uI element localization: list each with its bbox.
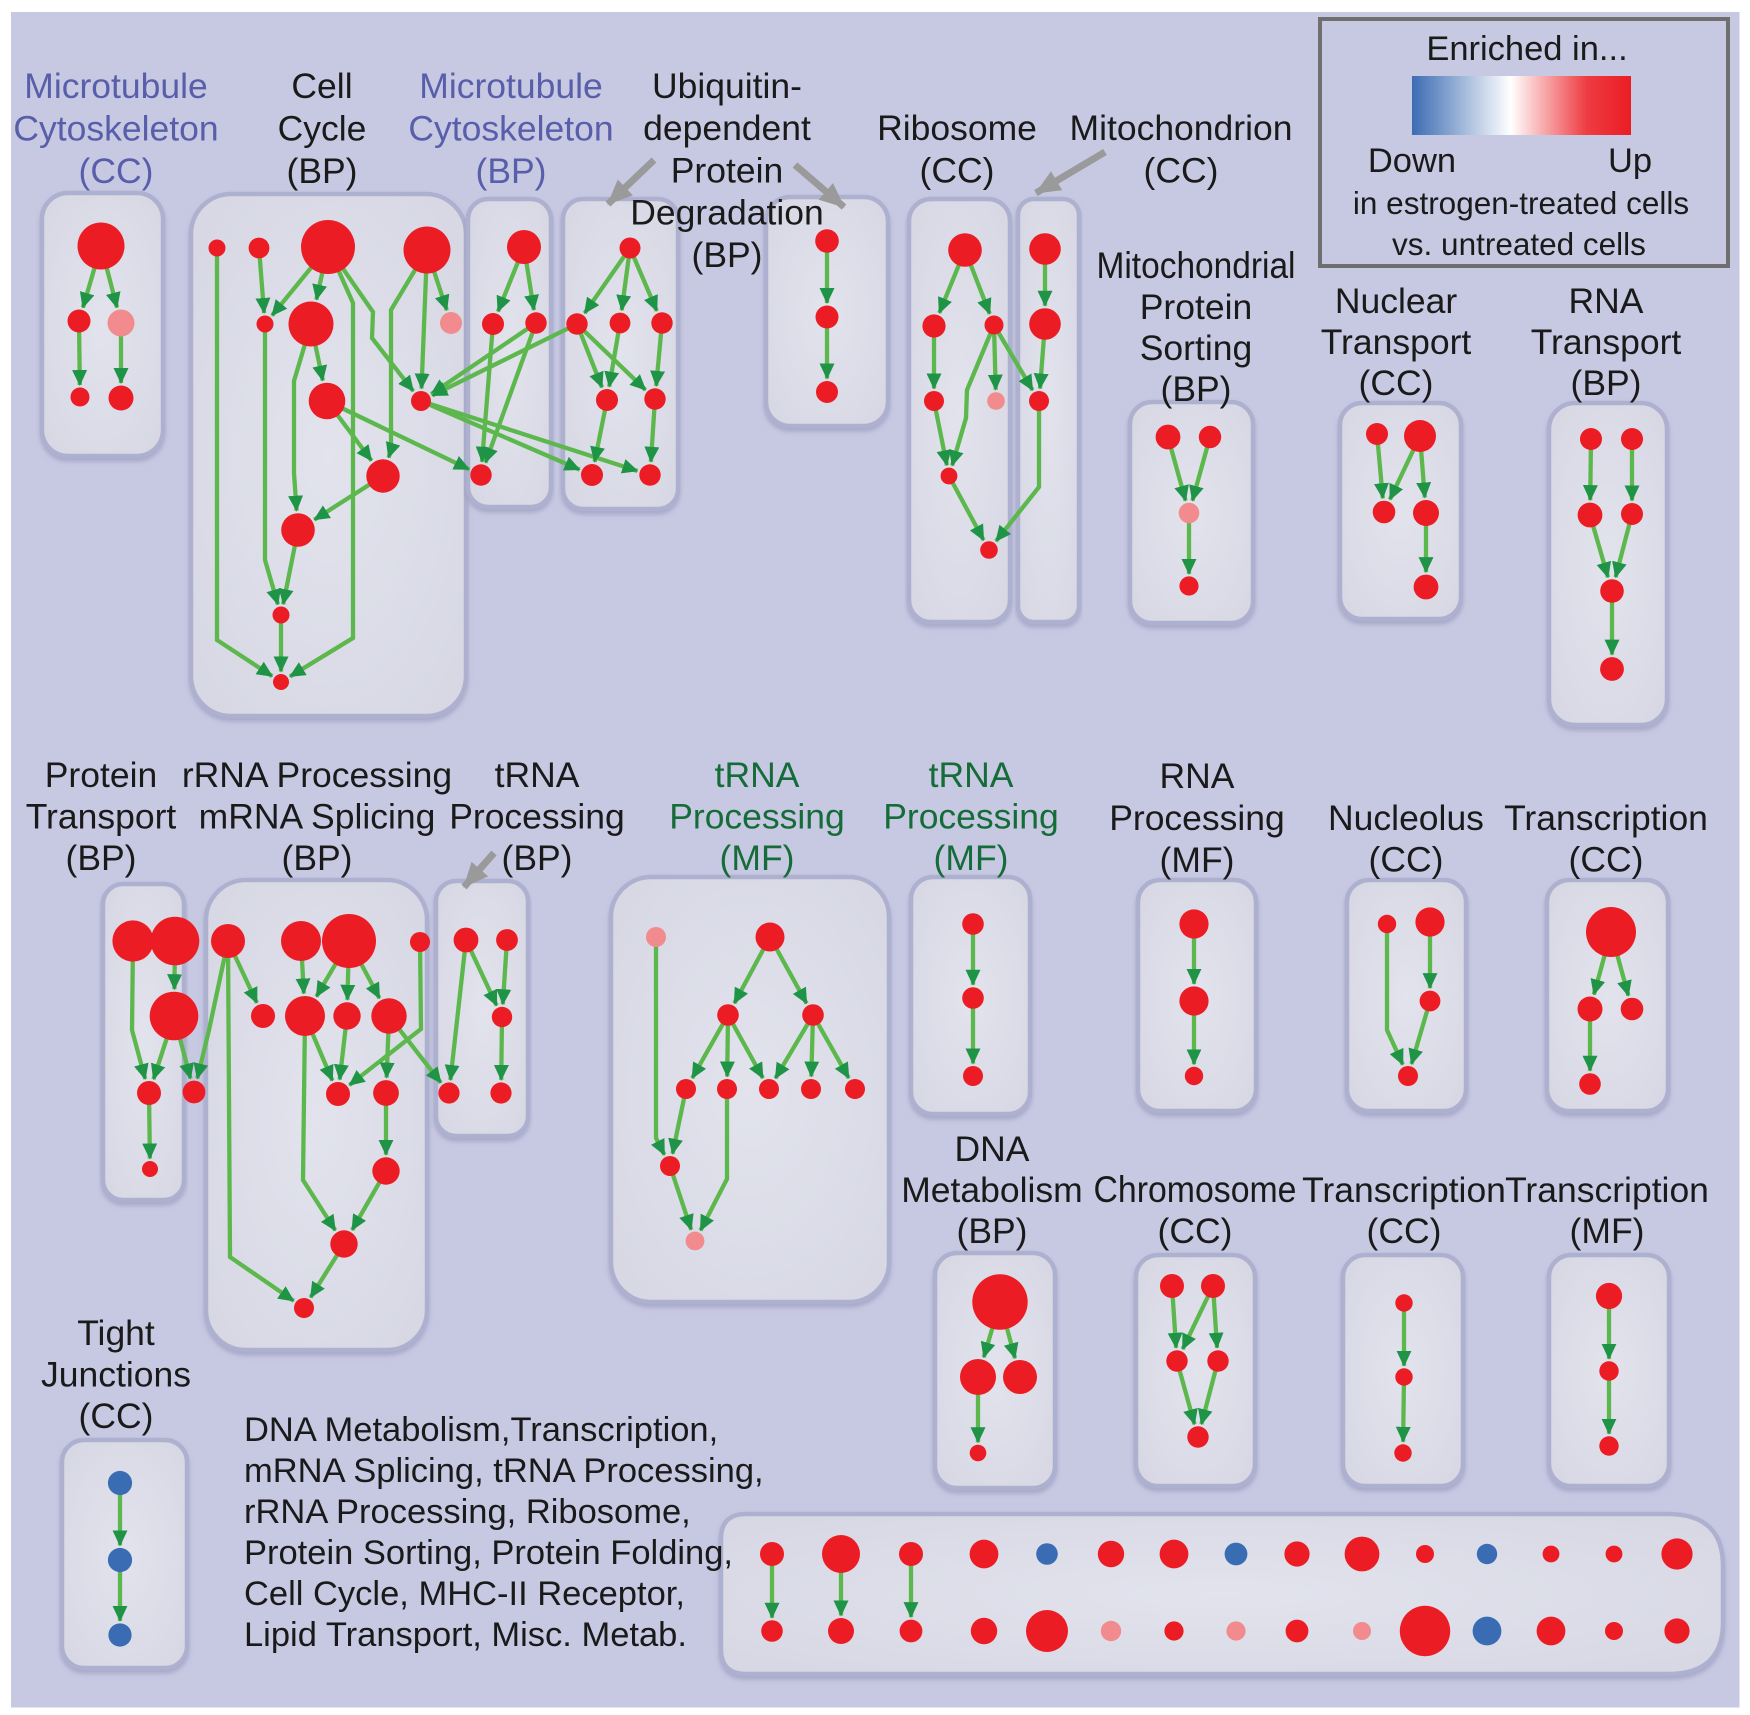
- svg-text:in estrogen-treated cells: in estrogen-treated cells: [1353, 185, 1689, 221]
- svg-text:Ubiquitin-: Ubiquitin-: [652, 66, 802, 106]
- svg-text:(CC): (CC): [79, 1396, 154, 1436]
- svg-text:(CC): (CC): [79, 151, 154, 191]
- svg-text:Processing: Processing: [669, 797, 845, 837]
- svg-text:Protein: Protein: [671, 150, 783, 190]
- svg-text:(MF): (MF): [1160, 840, 1235, 880]
- svg-text:Cell Cycle, MHC-II Receptor,: Cell Cycle, MHC-II Receptor,: [244, 1575, 685, 1613]
- svg-text:Down: Down: [1368, 142, 1456, 180]
- svg-text:Cytoskeleton: Cytoskeleton: [408, 109, 613, 149]
- svg-text:Processing: Processing: [449, 797, 625, 837]
- svg-text:Sorting: Sorting: [1140, 328, 1252, 368]
- svg-text:(BP): (BP): [476, 151, 547, 191]
- svg-text:Protein Sorting, Protein Foldi: Protein Sorting, Protein Folding,: [244, 1534, 733, 1572]
- svg-text:(MF): (MF): [1570, 1211, 1645, 1251]
- svg-text:(BP): (BP): [957, 1211, 1028, 1251]
- svg-text:(BP): (BP): [66, 838, 137, 878]
- svg-text:(BP): (BP): [502, 838, 573, 878]
- svg-text:mRNA Splicing, tRNA Processing: mRNA Splicing, tRNA Processing,: [244, 1452, 764, 1490]
- svg-text:Enriched in...: Enriched in...: [1426, 30, 1627, 68]
- svg-text:Transport: Transport: [1531, 322, 1682, 362]
- svg-text:(BP): (BP): [692, 235, 763, 275]
- svg-text:Transport: Transport: [26, 797, 177, 837]
- svg-text:mRNA Splicing: mRNA Splicing: [199, 797, 436, 837]
- svg-text:Processing: Processing: [1109, 798, 1285, 838]
- svg-text:Mitochondrial: Mitochondrial: [1097, 244, 1296, 286]
- svg-text:Transport: Transport: [1321, 322, 1472, 362]
- svg-text:Transcription: Transcription: [1504, 798, 1708, 838]
- svg-text:rRNA Processing: rRNA Processing: [182, 755, 452, 795]
- svg-text:Cell: Cell: [291, 66, 352, 106]
- svg-text:Lipid Transport, Misc. Metab.: Lipid Transport, Misc. Metab.: [244, 1616, 687, 1654]
- svg-text:(BP): (BP): [1161, 369, 1232, 409]
- svg-text:(BP): (BP): [1571, 363, 1642, 403]
- svg-text:Processing: Processing: [883, 797, 1059, 837]
- svg-text:(CC): (CC): [1369, 840, 1444, 880]
- svg-text:(BP): (BP): [282, 838, 353, 878]
- svg-text:Microtubule: Microtubule: [419, 66, 603, 106]
- svg-text:DNA Metabolism,Transcription,: DNA Metabolism,Transcription,: [244, 1411, 718, 1449]
- svg-text:RNA: RNA: [1569, 281, 1644, 321]
- svg-text:dependent: dependent: [643, 108, 811, 148]
- svg-text:Up: Up: [1608, 142, 1652, 180]
- svg-text:(CC): (CC): [1367, 1211, 1442, 1251]
- svg-text:(CC): (CC): [1359, 363, 1434, 403]
- svg-text:(CC): (CC): [1144, 151, 1219, 191]
- svg-text:RNA: RNA: [1160, 756, 1235, 796]
- svg-text:(CC): (CC): [920, 151, 995, 191]
- svg-text:(CC): (CC): [1569, 840, 1644, 880]
- svg-text:Junctions: Junctions: [41, 1355, 191, 1395]
- svg-text:vs. untreated cells: vs. untreated cells: [1392, 226, 1646, 262]
- svg-text:(MF): (MF): [720, 838, 795, 878]
- svg-text:Tight: Tight: [77, 1313, 155, 1353]
- svg-text:Degradation: Degradation: [630, 193, 823, 233]
- svg-text:Metabolism: Metabolism: [901, 1170, 1083, 1210]
- svg-text:(BP): (BP): [287, 151, 358, 191]
- svg-text:Nucleolus: Nucleolus: [1328, 798, 1484, 838]
- svg-text:Ribosome: Ribosome: [877, 108, 1037, 148]
- svg-text:Mitochondrion: Mitochondrion: [1070, 108, 1293, 148]
- svg-text:(CC): (CC): [1158, 1211, 1233, 1251]
- svg-text:Nuclear: Nuclear: [1335, 281, 1458, 321]
- svg-text:Transcription: Transcription: [1302, 1170, 1506, 1210]
- svg-text:tRNA: tRNA: [929, 755, 1014, 795]
- svg-text:tRNA: tRNA: [495, 755, 580, 795]
- svg-text:DNA: DNA: [955, 1129, 1030, 1169]
- svg-text:rRNA Processing, Ribosome,: rRNA Processing, Ribosome,: [244, 1493, 691, 1531]
- svg-text:Cycle: Cycle: [278, 109, 367, 149]
- svg-text:Microtubule: Microtubule: [24, 66, 208, 106]
- svg-text:tRNA: tRNA: [715, 755, 800, 795]
- svg-text:(MF): (MF): [934, 838, 1009, 878]
- svg-text:Cytoskeleton: Cytoskeleton: [13, 109, 218, 149]
- svg-text:Chromosome: Chromosome: [1094, 1168, 1297, 1210]
- svg-text:Protein: Protein: [45, 755, 157, 795]
- svg-text:Protein: Protein: [1140, 287, 1252, 327]
- svg-text:Transcription: Transcription: [1505, 1170, 1709, 1210]
